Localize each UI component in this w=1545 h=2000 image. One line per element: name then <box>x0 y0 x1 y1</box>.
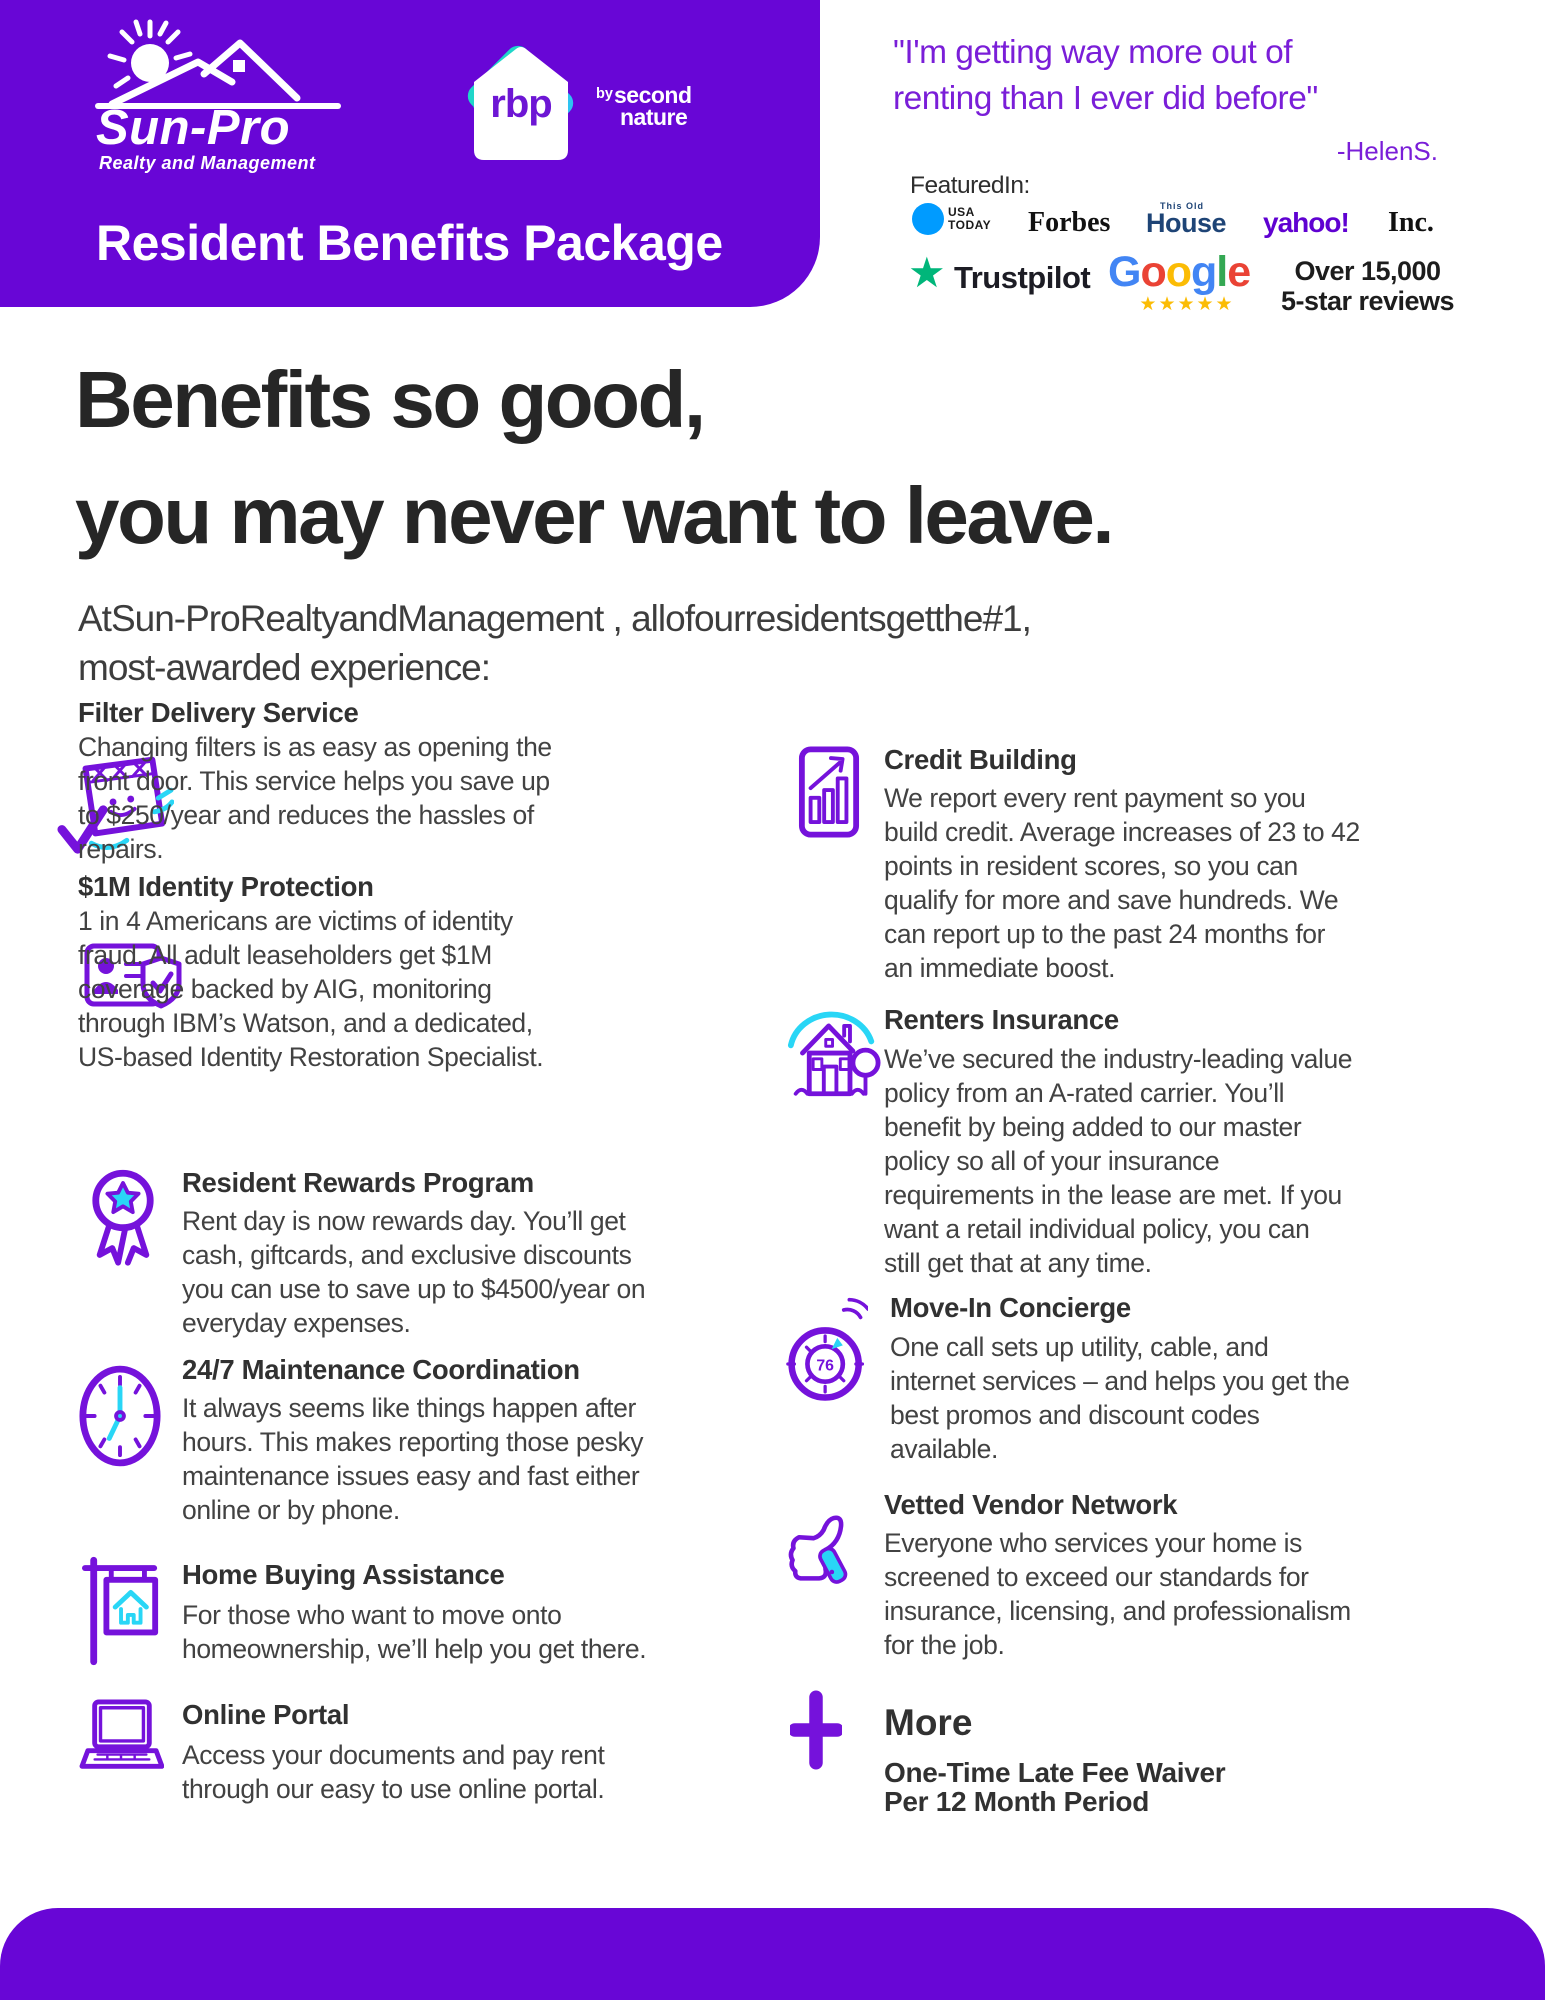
quote-line-2: renting than I ever did before" <box>893 80 1318 117</box>
benefit-title-concierge: Move-In Concierge <box>890 1292 1131 1323</box>
trustpilot-star-icon: ★ <box>908 249 946 296</box>
credit-chart-icon <box>798 746 860 838</box>
package-title: Resident Benefits Package <box>96 215 723 271</box>
thisoldhouse-top: This Old <box>1160 201 1204 211</box>
thermostat-icon: 76 <box>786 1297 868 1401</box>
rewards-medal-icon <box>92 1169 154 1266</box>
sunpro-logo-icon <box>95 19 341 109</box>
benefit-title-vendors: Vetted Vendor Network <box>884 1489 1178 1520</box>
headline-line-1: Benefits so good, <box>75 355 706 444</box>
home-sign-icon <box>82 1556 159 1666</box>
benefit-body-filter: Changing filters is as easy as opening t… <box>78 732 552 864</box>
google-letter: e <box>1227 248 1251 296</box>
usatoday-logo-icon <box>912 203 944 235</box>
google-letter: o <box>1165 248 1192 296</box>
secondnature-word-1: second <box>614 82 692 108</box>
google-logo: Google <box>1108 248 1251 297</box>
trustpilot-wordmark: Trustpilot <box>954 260 1091 295</box>
thumbs-up-icon <box>788 1515 848 1584</box>
benefit-body-renters: We’ve secured the industry-leading value… <box>884 1044 1353 1278</box>
header-banner: Sun-Pro Realty and Management rbp by sec… <box>0 0 820 307</box>
brand-tagline: Realty and Management <box>99 153 316 173</box>
google-stars-icon: ★★★★★ <box>1139 294 1235 315</box>
rbp-by-label: by <box>596 86 613 102</box>
review-summary-line-1: Over 15,000 <box>1294 256 1441 286</box>
review-summary-line-2: 5-star reviews <box>1280 286 1455 316</box>
usatoday-wordmark: USA TODAY <box>948 206 991 232</box>
benefit-body-concierge: One call sets up utility, cable, and int… <box>890 1332 1350 1464</box>
google-letter: o <box>1140 248 1166 296</box>
benefit-title-filter: Filter Delivery Service <box>78 697 359 728</box>
testimonial-attribution: -HelenS. <box>1336 136 1438 166</box>
benefit-body-maintenance: It always seems like things happen after… <box>182 1393 644 1525</box>
intro-line-1: AtSun-ProRealtyandManagement , allofourr… <box>78 598 1032 639</box>
benefit-title-more: More <box>884 1702 973 1743</box>
thisoldhouse-logo: House <box>1146 208 1227 238</box>
rbp-logo-icon <box>467 45 574 160</box>
benefit-body-vendors: Everyone who services your home is scree… <box>884 1528 1351 1660</box>
brand-name: Sun-Pro <box>96 101 291 155</box>
headline-line-2: you may never want to leave. <box>75 471 1115 560</box>
secondnature-word-2: nature <box>620 104 688 130</box>
testimonial-quote: "I'm getting way more out of renting tha… <box>893 30 1453 122</box>
usatoday-line-1: USA <box>948 205 975 219</box>
air-filter-icon <box>57 756 174 854</box>
benefit-title-renters: Renters Insurance <box>884 1004 1119 1035</box>
rbp-wordmark: rbp <box>490 82 552 126</box>
thermostat-value: 76 <box>816 1358 834 1375</box>
benefit-body-homebuying: For those who want to move onto homeowne… <box>182 1600 647 1664</box>
insured-house-icon <box>787 1011 881 1097</box>
main-headline: Benefits so good, you may never want to … <box>75 342 1115 574</box>
intro-line-2: most-awarded experience: <box>78 647 491 688</box>
more-detail: One-Time Late Fee Waiver Per 12 Month Pe… <box>884 1757 1226 1817</box>
benefit-body-rewards: Rent day is now rewards day. You’ll get … <box>182 1206 646 1338</box>
benefit-title-identity: $1M Identity Protection <box>78 871 374 902</box>
google-letter: g <box>1191 248 1217 296</box>
benefit-title-rewards: Resident Rewards Program <box>182 1167 534 1198</box>
benefit-body-credit: We report every rent payment so you buil… <box>884 783 1360 983</box>
benefit-title-maintenance: 24/7 Maintenance Coordination <box>182 1354 580 1385</box>
inc-logo: Inc. <box>1388 207 1434 238</box>
benefit-title-homebuying: Home Buying Assistance <box>182 1559 505 1590</box>
google-letter: G <box>1108 248 1141 296</box>
usatoday-line-2: TODAY <box>948 218 992 232</box>
yahoo-logo: yahoo! <box>1263 207 1350 238</box>
intro-text: AtSun-ProRealtyandManagement , allofourr… <box>78 594 1032 692</box>
footer-banner <box>0 1908 1545 2000</box>
google-letter: l <box>1216 248 1228 296</box>
benefit-body-portal: Access your documents and pay rent throu… <box>182 1740 605 1804</box>
benefit-title-portal: Online Portal <box>182 1699 350 1730</box>
quote-line-1: "I'm getting way more out of <box>893 34 1293 71</box>
identity-shield-icon <box>84 943 182 1009</box>
review-summary: Over 15,000 5-star reviews <box>1275 256 1460 316</box>
forbes-logo: Forbes <box>1028 207 1111 238</box>
laptop-icon <box>79 1699 164 1769</box>
benefit-body-identity: 1 in 4 Americans are victims of identity… <box>78 906 544 1072</box>
featured-in-label: FeaturedIn: <box>910 172 1030 199</box>
plus-icon <box>790 1690 842 1770</box>
benefit-title-credit: Credit Building <box>884 744 1077 775</box>
clock-icon <box>79 1365 161 1467</box>
